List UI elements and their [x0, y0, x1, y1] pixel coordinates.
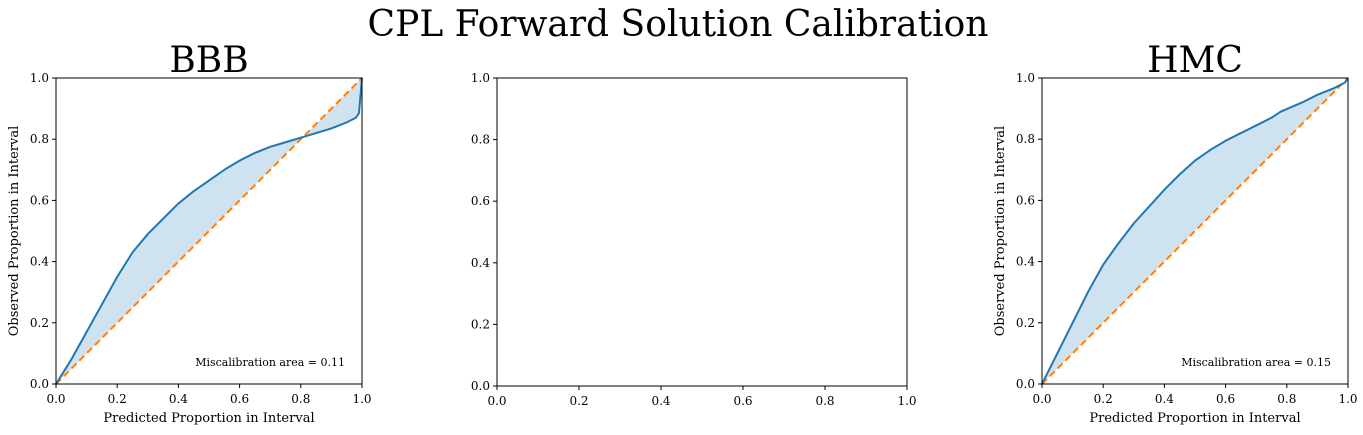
y-tick-label: 0.0	[471, 379, 490, 393]
panel-title: BBB	[169, 40, 248, 81]
x-tick-label: 0.2	[1094, 392, 1113, 406]
y-tick-label: 0.2	[30, 316, 49, 330]
y-tick-label: 0.8	[471, 133, 490, 147]
calibration-curve	[55, 77, 363, 385]
y-tick-label: 0.0	[30, 377, 49, 391]
y-axis-label: Observed Proportion in Interval	[7, 126, 22, 336]
x-tick-label: 0.6	[1216, 392, 1235, 406]
x-tick-label: 0.8	[1277, 392, 1296, 406]
panel-title: HMC	[1147, 40, 1243, 81]
y-tick-label: 1.0	[471, 71, 490, 85]
x-tick-label: 0.6	[733, 394, 752, 408]
calibration-panel: 0.0 0.2 0.4 0.6 0.8 1.0 0.0 0.2 0.4 0.6 0.8 1.0 HMC P…	[993, 40, 1358, 426]
x-tick-label: 0.4	[651, 394, 670, 408]
calibration-curve	[1041, 77, 1349, 385]
ideal-calibration-line	[1041, 77, 1349, 385]
x-tick-label: 1.0	[1338, 392, 1357, 406]
y-tick-label: 0.6	[1016, 193, 1035, 207]
y-tick-label: 0.8	[1016, 132, 1035, 146]
miscalibration-annotation: Miscalibration area = 0.15	[1181, 356, 1331, 369]
calibration-panel: 0.0 0.2 0.4 0.6 0.8 1.0 0.0 0.2 0.4 0.6 0.8 1.0 BBB P…	[7, 40, 372, 426]
y-axis-label: Observed Proportion in Interval	[993, 126, 1008, 336]
figure-title: CPL Forward Solution Calibration	[368, 4, 989, 45]
y-tick-label: 0.8	[30, 132, 49, 146]
x-tick-label: 0.4	[169, 392, 188, 406]
miscalibration-annotation: Miscalibration area = 0.11	[195, 356, 345, 369]
x-tick-label: 0.8	[291, 392, 310, 406]
y-tick-label: 0.6	[471, 194, 490, 208]
y-tick-label: 0.4	[30, 255, 49, 269]
x-tick-label: 0.0	[487, 394, 506, 408]
y-tick-label: 0.2	[471, 317, 490, 331]
x-tick-label: 0.0	[46, 392, 65, 406]
x-tick-label: 0.2	[108, 392, 127, 406]
x-axis-label: Predicted Proportion in Interval	[103, 411, 314, 426]
x-tick-label: 1.0	[897, 394, 916, 408]
x-tick-label: 0.6	[230, 392, 249, 406]
axes-frame	[1041, 77, 1349, 385]
y-tick-label: 1.0	[30, 71, 49, 85]
x-tick-label: 0.2	[569, 394, 588, 408]
axes-frame	[496, 77, 908, 387]
y-tick-label: 0.4	[1016, 255, 1035, 269]
x-tick-label: 0.0	[1032, 392, 1051, 406]
y-tick-label: 1.0	[1016, 71, 1035, 85]
y-tick-label: 0.2	[1016, 316, 1035, 330]
y-tick-label: 0.6	[30, 193, 49, 207]
x-tick-label: 0.8	[815, 394, 834, 408]
y-tick-label: 0.4	[471, 256, 490, 270]
x-axis-label: Predicted Proportion in Interval	[1089, 411, 1300, 426]
x-tick-label: 1.0	[352, 392, 371, 406]
ideal-calibration-line	[55, 77, 363, 385]
y-tick-label: 0.0	[1016, 377, 1035, 391]
calibration-panel: 0.0 0.2 0.4 0.6 0.8 1.0 0.0 0.2 0.4 0.6 0.8 1.0	[471, 71, 917, 408]
x-tick-label: 0.4	[1155, 392, 1174, 406]
axes-frame	[55, 77, 363, 385]
